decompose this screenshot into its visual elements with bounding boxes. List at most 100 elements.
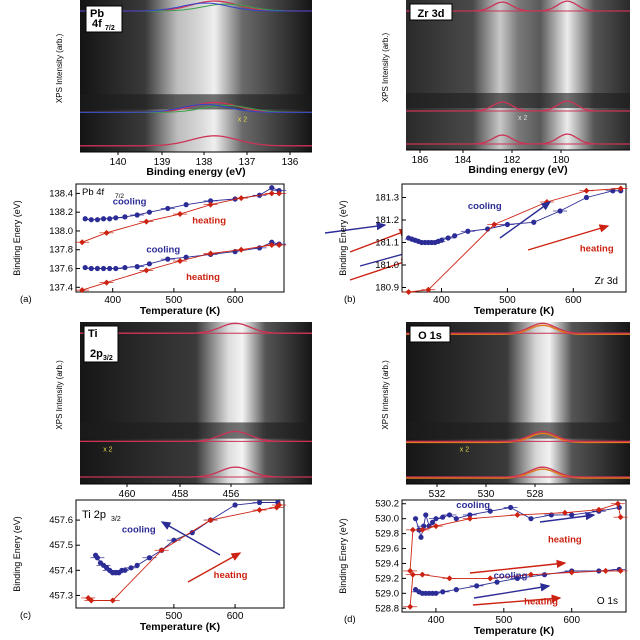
data-point-cooling <box>183 254 189 260</box>
data-point-heating <box>276 190 283 197</box>
data-point-cooling <box>256 499 263 506</box>
data-point-heating <box>177 258 183 265</box>
data-point-cooling <box>569 512 575 518</box>
y-tick-label: 137.6 <box>49 264 73 275</box>
data-point-cooling <box>429 519 436 526</box>
data-point-heating <box>491 221 498 228</box>
data-point-cooling <box>256 245 263 251</box>
annotation-cooling: cooling <box>456 500 490 511</box>
x-tick-label: 182 <box>504 155 521 166</box>
annotation-heating: heating <box>524 597 558 608</box>
data-point-heating <box>268 190 275 197</box>
data-point-cooling <box>465 228 471 234</box>
x-tick-label: 500 <box>166 295 183 306</box>
x-tick-label: 136 <box>282 157 299 168</box>
temp-plot-c: 500 600 457.6 457.5 457.4 457.3 Temperature (K… <box>12 499 287 633</box>
annotation-heating: heating <box>580 244 614 255</box>
annotation-heating: heating <box>192 215 226 226</box>
x-tick-label: 138 <box>196 157 213 168</box>
x-tick-label: 600 <box>565 295 582 306</box>
annotation-heating: heating <box>186 272 220 283</box>
data-point-heating <box>103 279 110 286</box>
data-point-cooling <box>82 264 88 271</box>
spectra-panel-O-spectra: x 2532530528Binding energy (eV)XPS Inten… <box>381 322 630 510</box>
data-point-heating <box>256 507 263 514</box>
data-point-cooling <box>88 217 94 223</box>
data-point-cooling <box>433 516 439 522</box>
y-axis-label: XPS Intensity (arb.) <box>55 360 64 430</box>
data-point-heating <box>207 201 214 208</box>
spectra-panel-Pb-spectra: x 2 140 139 138 137 136 Binding energy (eV) XPS… <box>55 0 312 178</box>
data-point-cooling <box>412 516 419 522</box>
data-point-cooling <box>107 216 113 222</box>
x-tick-label: 600 <box>227 611 244 622</box>
data-point-heating <box>614 500 621 507</box>
data-point-heating <box>602 567 609 574</box>
data-point-cooling <box>528 516 534 522</box>
data-point-cooling <box>183 202 189 208</box>
data-point-heating <box>514 511 521 518</box>
data-point-cooling <box>583 194 590 201</box>
data-point-cooling <box>418 534 424 540</box>
trend-arrow <box>499 201 552 239</box>
data-point-cooling <box>531 219 537 225</box>
data-point-cooling <box>100 265 107 272</box>
data-point-cooling <box>269 185 275 191</box>
y-tick-label: 180.9 <box>375 283 399 294</box>
y-axis-label: XPS Intensity (arb.) <box>55 33 64 103</box>
corner-sub: 3/2 <box>111 516 121 523</box>
annotation-cooling: cooling <box>146 245 180 256</box>
data-point-cooling <box>423 512 429 518</box>
data-point-cooling <box>165 205 171 212</box>
data-point-heating <box>487 575 494 582</box>
spectra-image <box>80 322 312 484</box>
data-point-cooling <box>467 512 473 518</box>
y-axis-label: Binding Enery (eV) <box>12 516 22 592</box>
y-tick-label: 457.6 <box>49 515 73 526</box>
y-axis-label: XPS Intensity (arb.) <box>381 32 390 102</box>
data-point-heating <box>568 569 575 576</box>
data-point-heating <box>407 603 414 610</box>
data-point-heating <box>276 242 283 249</box>
data-point-heating <box>409 526 416 533</box>
data-point-cooling <box>494 579 500 585</box>
data-point-cooling <box>452 233 458 239</box>
data-point-cooling <box>100 216 107 222</box>
corner-sub: 7/2 <box>115 193 124 200</box>
data-point-cooling <box>207 198 214 204</box>
x-tick-label: 184 <box>455 155 472 166</box>
panel-label: (b) <box>344 294 356 305</box>
trend-arrow <box>473 583 551 599</box>
data-point-heating <box>407 567 414 574</box>
y-tick-label: 137.4 <box>49 282 73 293</box>
data-point-heating <box>268 242 275 249</box>
x-tick-label: 528 <box>527 489 544 500</box>
x-tick-label: 137 <box>239 157 256 168</box>
temp-plot-d: 400 500 600 530.2 530.0 529.8 529.6 529.4 529.2 5… <box>338 499 628 637</box>
x-tick-label: 600 <box>227 295 244 306</box>
data-point-cooling <box>134 212 140 218</box>
element-tag-sub: 3/2 <box>103 355 113 362</box>
data-point-heating <box>207 517 214 524</box>
data-point-heating <box>425 286 432 293</box>
element-tag-text: O 1s <box>418 330 442 342</box>
x-tick-label: 500 <box>495 615 512 626</box>
data-point-heating <box>419 571 426 578</box>
data-point-heating <box>527 571 534 578</box>
x-tick-label: 400 <box>433 295 450 306</box>
data-point-cooling <box>453 587 459 593</box>
trend-arrow <box>527 224 610 251</box>
data-point-cooling <box>146 261 153 267</box>
data-point-cooling <box>440 514 446 520</box>
x-axis-label: Binding energy (eV) <box>146 166 245 178</box>
scale-label: x 2 <box>103 447 112 454</box>
y-axis-label: Binding Enery (eV) <box>338 518 348 594</box>
data-point-heating <box>583 187 590 194</box>
y-axis-label: XPS Intensity (arb.) <box>381 360 390 430</box>
annotation-cooling: cooling <box>494 570 528 581</box>
data-point-cooling <box>446 512 453 518</box>
data-point-cooling <box>474 583 480 589</box>
data-point-heating <box>276 502 283 509</box>
y-tick-label: 529.2 <box>375 573 399 584</box>
